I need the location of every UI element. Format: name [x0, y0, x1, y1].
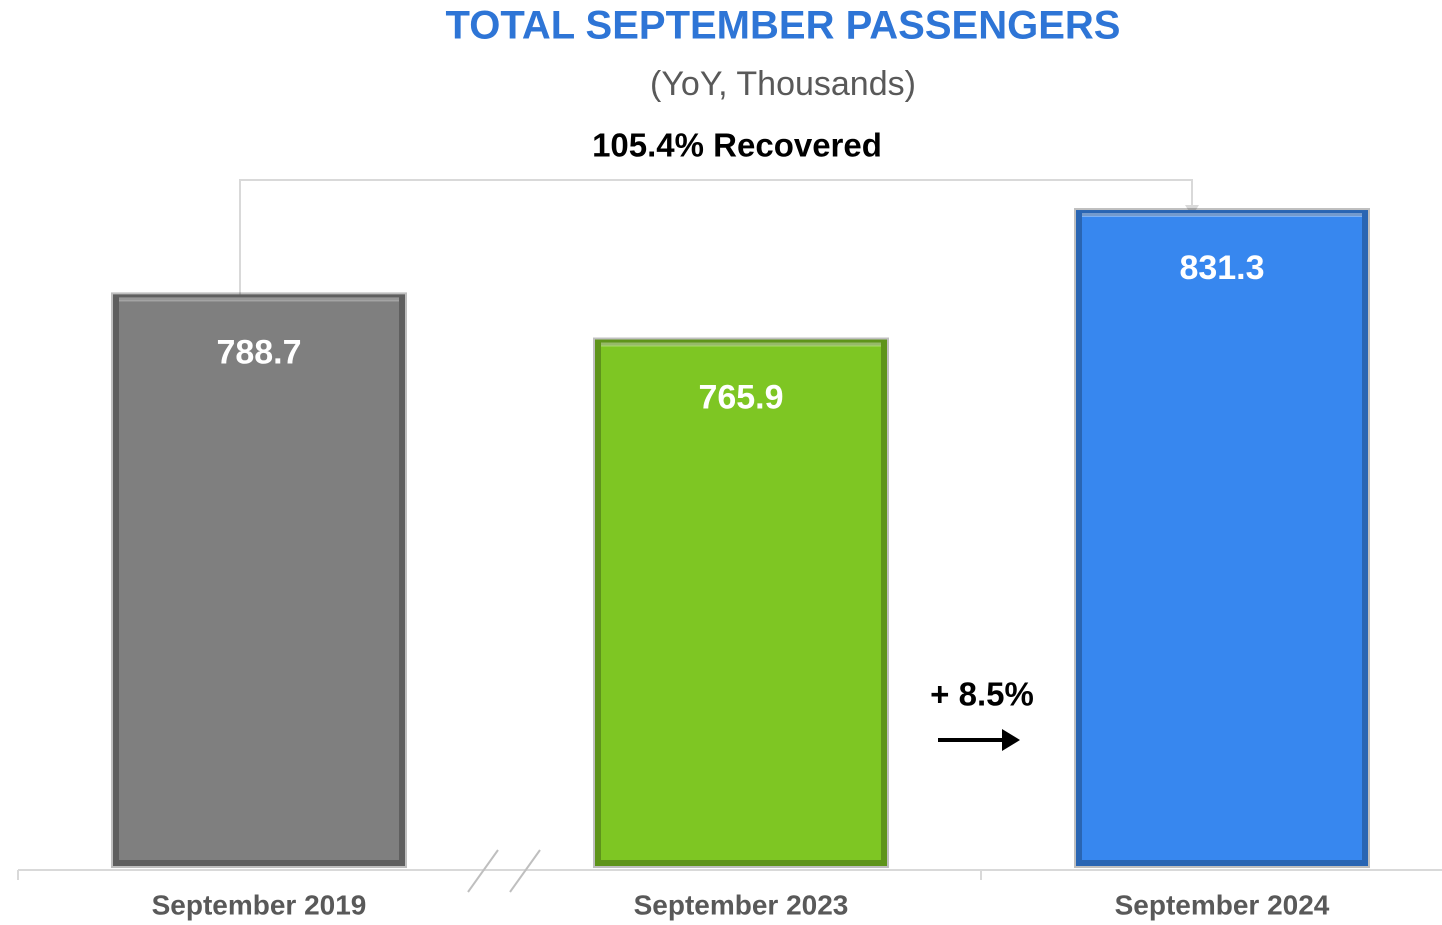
- bar-bevel: [111, 292, 407, 868]
- value-label: 831.3: [1179, 249, 1264, 287]
- bar-bevel: [593, 337, 889, 868]
- chart-subtitle: (YoY, Thousands): [650, 65, 916, 103]
- axis-break: [509, 849, 541, 893]
- x-tick-label: September 2023: [634, 889, 849, 920]
- bar-bevel: [1074, 208, 1370, 868]
- axis-break: [467, 849, 499, 893]
- value-label: 765.9: [698, 379, 783, 417]
- growth-arrowhead: [1002, 729, 1020, 751]
- growth-annotation: + 8.5%: [930, 676, 1034, 713]
- recovered-annotation: 105.4% Recovered: [592, 127, 882, 164]
- value-label: 788.7: [216, 333, 301, 371]
- chart-title: TOTAL SEPTEMBER PASSENGERS: [446, 4, 1121, 48]
- bar: [1076, 210, 1368, 866]
- x-tick-label: September 2019: [152, 889, 367, 920]
- bar: [595, 339, 887, 866]
- x-tick-label: September 2024: [1115, 889, 1330, 920]
- connector: [239, 179, 1193, 308]
- bar: [113, 294, 405, 866]
